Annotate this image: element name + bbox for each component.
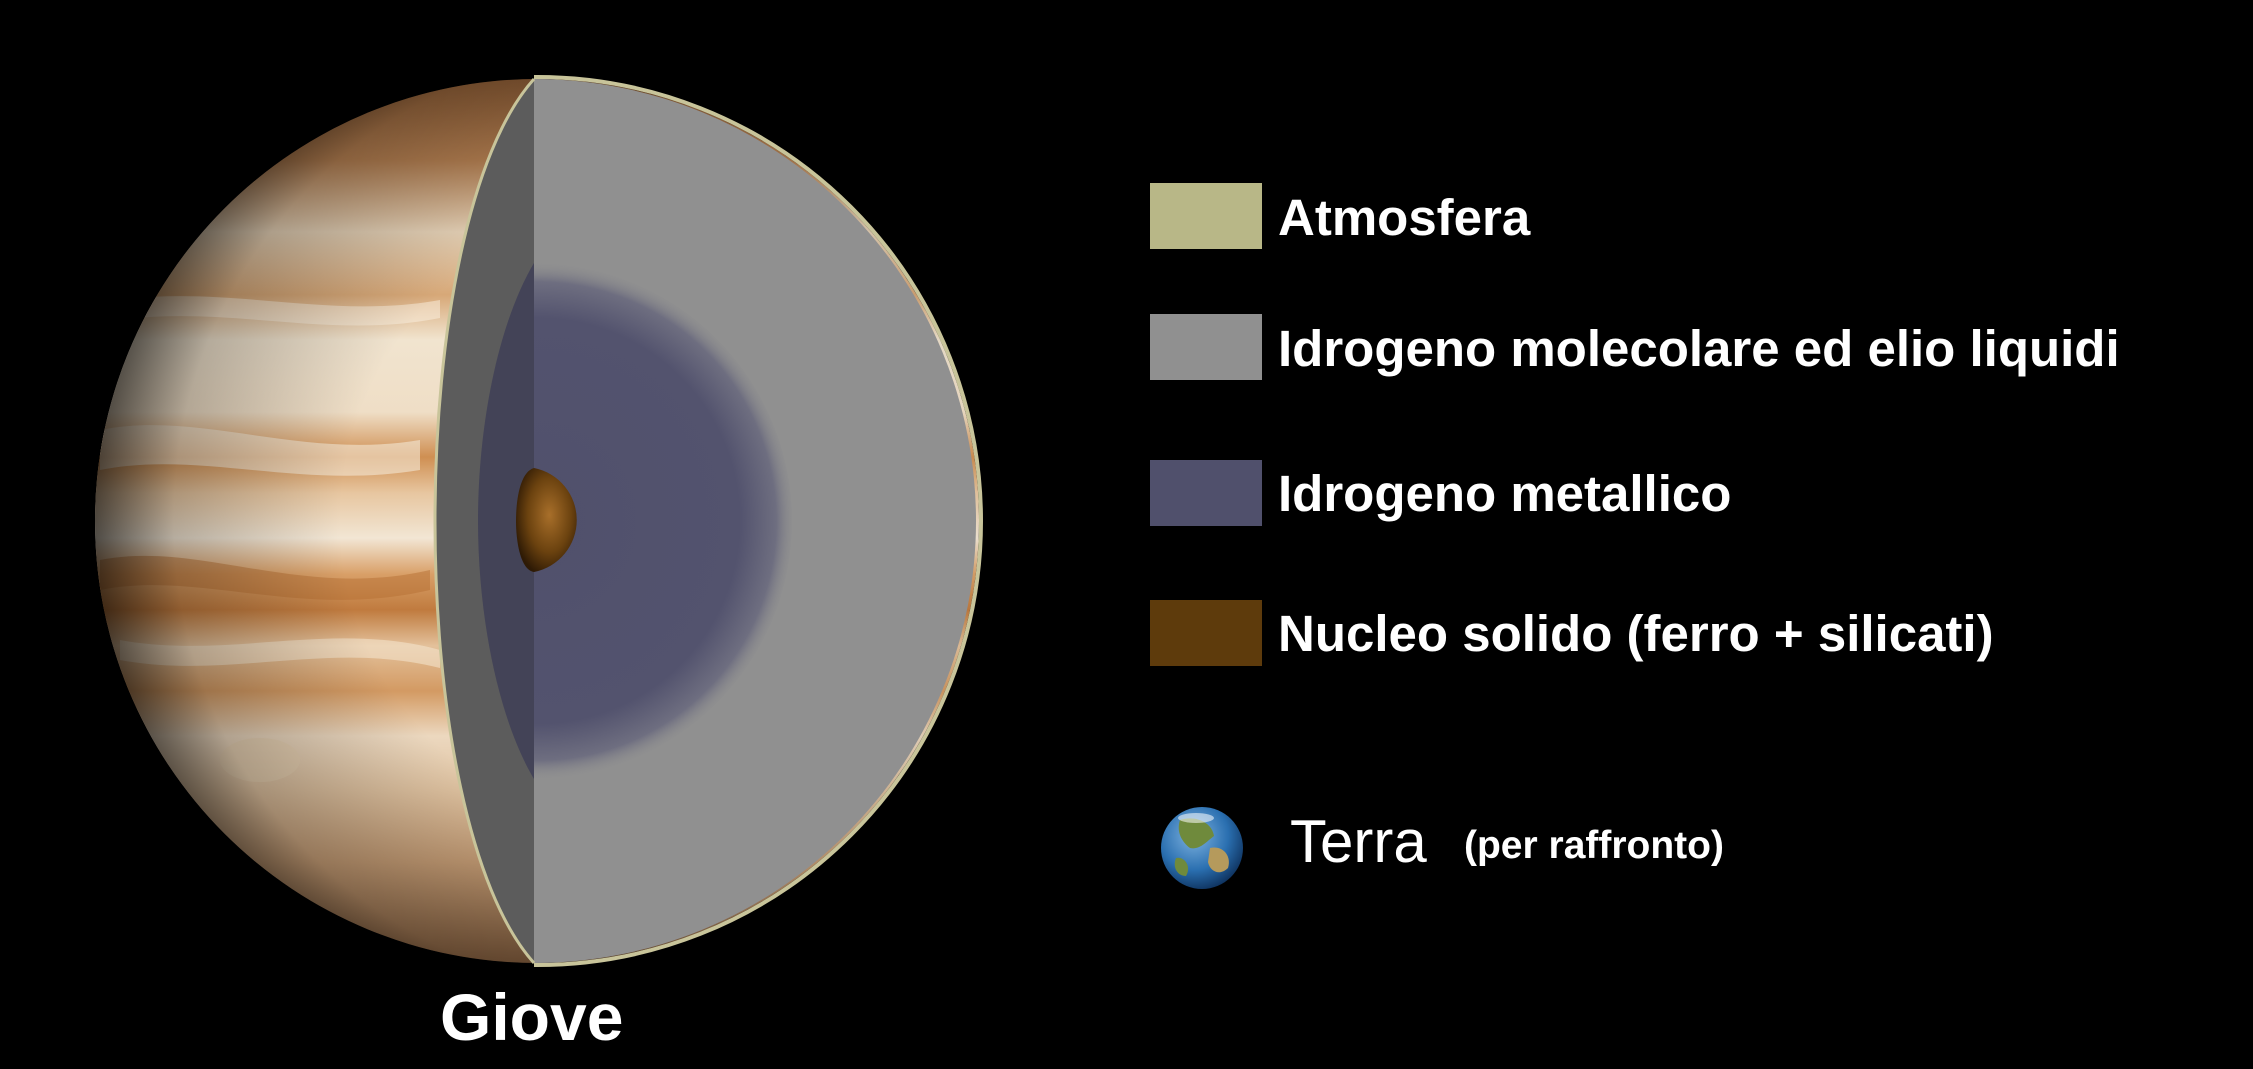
planet-name: Giove	[440, 984, 623, 1050]
legend-swatch-molecular-hydrogen	[1150, 314, 1262, 380]
legend-swatch-atmosphere	[1150, 183, 1262, 249]
earth-label: Terra	[1290, 812, 1427, 872]
legend-label-metallic-hydrogen: Idrogeno metallico	[1278, 468, 1731, 519]
legend-label-atmosphere: Atmosfera	[1278, 192, 1530, 243]
legend-label-core: Nucleo solido (ferro + silicati)	[1278, 608, 1994, 659]
legend-swatch-metallic-hydrogen	[1150, 460, 1262, 526]
earth-note: (per raffronto)	[1464, 826, 1724, 865]
earth-icon	[1161, 807, 1243, 889]
legend-label-molecular-hydrogen: Idrogeno molecolare ed elio liquidi	[1278, 323, 2120, 374]
legend-swatch-core	[1150, 600, 1262, 666]
